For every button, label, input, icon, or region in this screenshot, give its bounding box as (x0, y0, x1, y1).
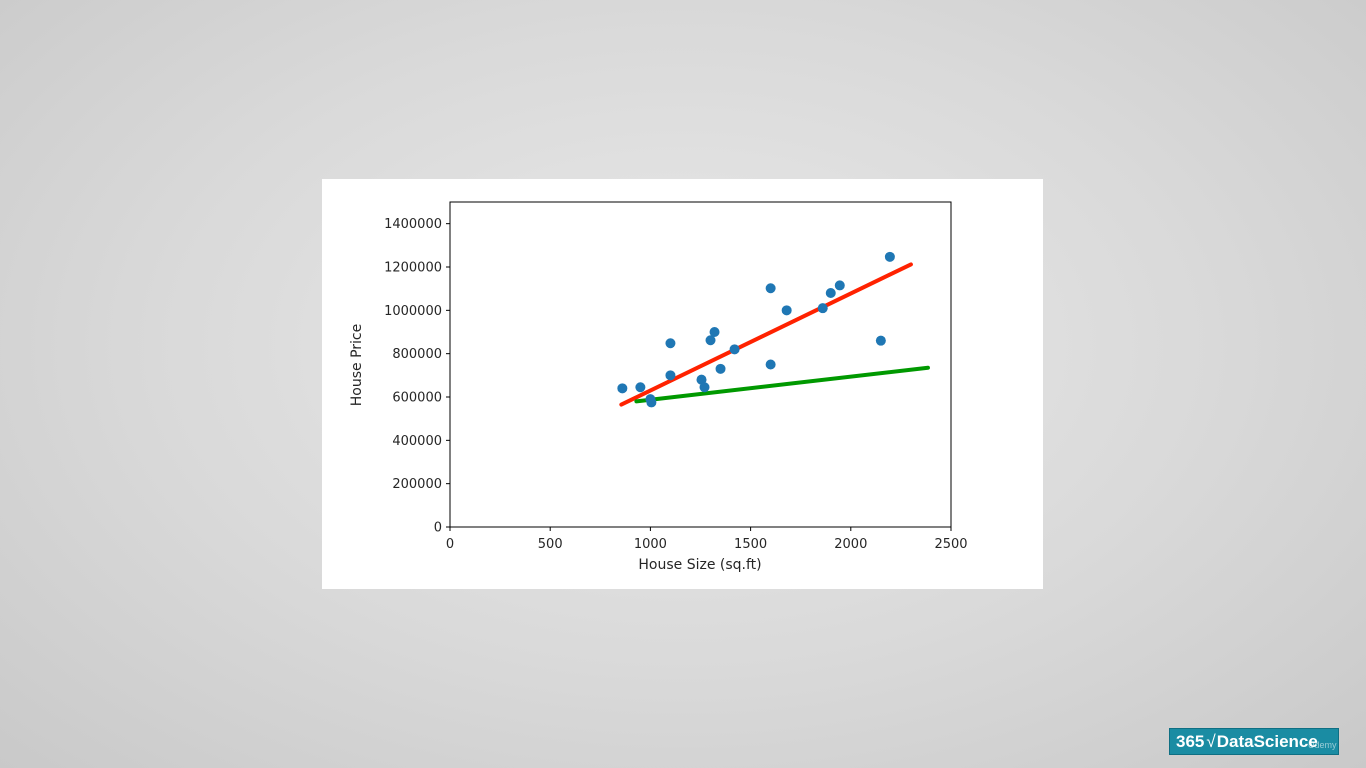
udemy-watermark: Udemy (1308, 740, 1337, 750)
data-point (705, 335, 716, 346)
data-point (715, 363, 726, 374)
data-point (729, 344, 740, 355)
scatter-plot: 0 500 1000 1500 2000 2500 0 200000 400000 600000… (349, 201, 968, 573)
y-axis-ticks: 0 200000 400000 600000 800000 1000000 1200000 1… (384, 217, 450, 536)
x-axis-ticks: 0 500 1000 1500 2000 2500 (446, 527, 968, 552)
y-tick-label: 600000 (392, 391, 442, 406)
logo-sqrt-symbol: √ (1206, 731, 1216, 751)
data-point (765, 283, 776, 294)
y-tick-label: 0 (434, 521, 442, 536)
data-point (709, 327, 720, 337)
data-point (696, 374, 707, 385)
x-axis-label: House Size (sq.ft) (638, 557, 761, 573)
data-point (646, 397, 657, 408)
brand-logo: 365 √ DataScience (1169, 728, 1339, 755)
data-point (665, 338, 676, 349)
x-tick-label: 2500 (934, 537, 967, 552)
data-point (825, 288, 836, 298)
y-tick-label: 800000 (392, 347, 442, 362)
logo-brand-text: DataScience (1216, 731, 1318, 751)
data-point (781, 305, 792, 316)
data-point (635, 382, 646, 393)
y-tick-label: 1400000 (384, 217, 442, 232)
x-tick-label: 2000 (834, 537, 867, 552)
y-tick-label: 1200000 (384, 261, 442, 276)
data-point (875, 335, 886, 346)
y-tick-label: 1000000 (384, 304, 442, 319)
x-tick-label: 1500 (734, 537, 767, 552)
data-point (699, 382, 710, 393)
fit-line-2 (634, 365, 930, 404)
data-point (765, 359, 776, 370)
fit-line-1 (619, 262, 913, 407)
data-point (617, 383, 628, 394)
y-axis-label: House Price (349, 324, 365, 406)
x-tick-label: 1000 (634, 537, 667, 552)
data-point (884, 251, 895, 262)
data-points (617, 251, 895, 408)
y-tick-label: 200000 (392, 477, 442, 492)
x-tick-label: 500 (538, 537, 563, 552)
data-point (665, 370, 676, 381)
y-tick-label: 400000 (392, 434, 442, 449)
fit-lines (619, 262, 930, 407)
x-tick-label: 0 (446, 537, 454, 552)
data-point (834, 280, 845, 291)
chart-card: 0 500 1000 1500 2000 2500 0 200000 400000 600000… (322, 179, 1043, 589)
axes-frame (449, 201, 952, 528)
logo-number: 365 (1176, 731, 1205, 751)
data-point (817, 303, 828, 314)
